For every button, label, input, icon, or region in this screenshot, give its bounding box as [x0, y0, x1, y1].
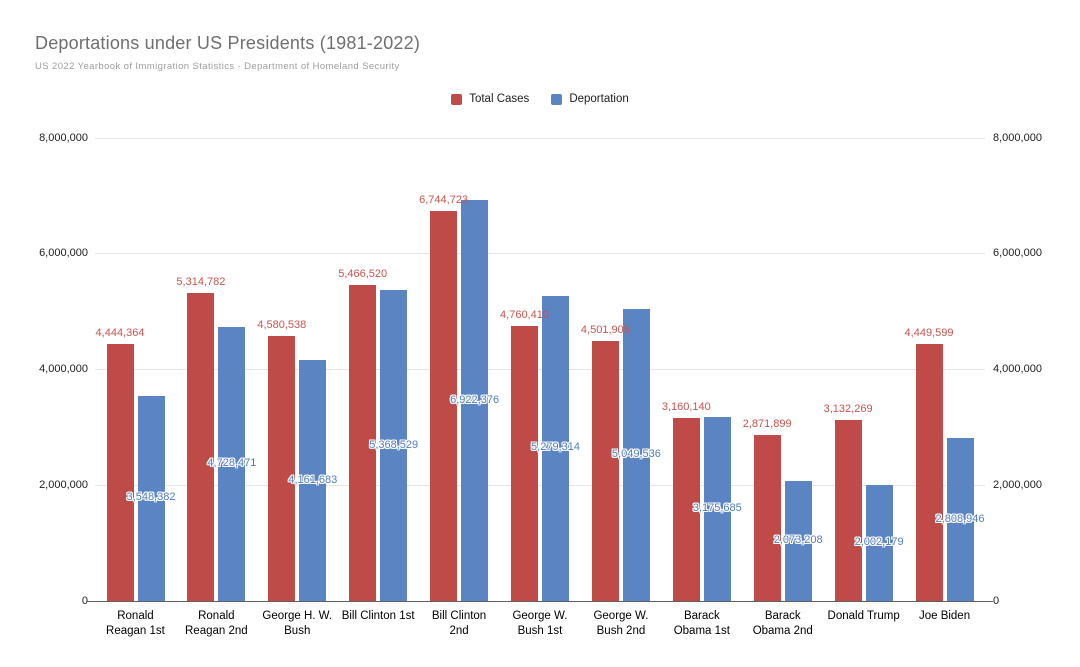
- data-label-total-cases: 3,160,140: [661, 401, 711, 414]
- x-axis-category-label: George W. Bush 2nd: [593, 610, 649, 637]
- bar-total-cases[interactable]: [187, 293, 215, 601]
- x-axis-category-label: Barack Obama 1st: [673, 610, 730, 637]
- data-label-total-cases: 5,314,782: [176, 276, 226, 289]
- legend-swatch-icon: [551, 93, 563, 105]
- bar-deportation[interactable]: [461, 200, 489, 601]
- data-label-deportation: 3,548,382: [126, 491, 176, 504]
- data-label-total-cases: 6,744,723: [419, 193, 469, 206]
- y-axis-left-tick-label: 4,000,000: [39, 363, 88, 375]
- data-label-deportation: 2,073,208: [773, 534, 823, 546]
- y-axis-right-tick-label: 8,000,000: [993, 131, 1042, 144]
- bar-total-cases[interactable]: [349, 284, 377, 601]
- bar-total-cases[interactable]: [915, 343, 943, 601]
- bar-deportation[interactable]: [380, 290, 408, 601]
- chart-title: Deportations under US Presidents (1981-2…: [35, 33, 421, 53]
- bar-deportation[interactable]: [703, 417, 731, 601]
- y-axis-left-tick-label: 8,000,000: [39, 131, 88, 144]
- x-axis-baseline: [87, 600, 993, 602]
- data-label-total-cases: 4,760,410: [500, 308, 549, 321]
- bar-deportation[interactable]: [784, 481, 812, 601]
- x-axis-category-label: Bill Clinton 2nd: [431, 610, 487, 637]
- legend-item-deportation[interactable]: Deportation: [551, 93, 629, 105]
- bar-total-cases[interactable]: [834, 419, 862, 601]
- legend-swatch-icon: [451, 93, 463, 105]
- data-label-deportation: 3,175,685: [692, 502, 742, 515]
- y-axis-left-tick-label: 0: [81, 594, 88, 607]
- bar-total-cases[interactable]: [591, 340, 619, 601]
- bar-deportation[interactable]: [865, 485, 893, 601]
- bar-deportation[interactable]: [542, 295, 569, 601]
- data-label-deportation: 6,922,376: [450, 393, 500, 406]
- y-axis-left-tick-label: 2,000,000: [39, 478, 88, 491]
- bar-deportation[interactable]: [218, 327, 246, 601]
- data-label-total-cases: 4,449,599: [904, 326, 954, 339]
- data-label-deportation: 5,368,529: [369, 438, 419, 451]
- bar-total-cases[interactable]: [753, 434, 781, 601]
- bar-total-cases[interactable]: [268, 335, 296, 601]
- bar-deportation[interactable]: [299, 360, 327, 601]
- bar-deportation[interactable]: [946, 438, 974, 601]
- y-axis-right-tick-label: 4,000,000: [993, 363, 1042, 375]
- data-label-total-cases: 3,132,269: [823, 402, 873, 415]
- y-gridline: [95, 253, 985, 255]
- x-axis-category-label: Ronald Reagan 1st: [106, 610, 165, 637]
- data-label-deportation: 4,161,683: [288, 473, 338, 486]
- bar-deportation[interactable]: [622, 308, 650, 601]
- x-axis-category-label: George H. W. Bush: [262, 610, 333, 637]
- bar-total-cases[interactable]: [430, 210, 458, 601]
- bar-total-cases[interactable]: [672, 418, 700, 601]
- x-axis-category-label: Barack Obama 2nd: [752, 610, 813, 637]
- legend-item-total-cases[interactable]: Total Cases: [451, 93, 529, 105]
- data-label-deportation: 5,049,536: [611, 447, 661, 460]
- y-gridline: [95, 137, 985, 139]
- data-label-total-cases: 4,580,538: [257, 318, 307, 331]
- legend: Total Cases Deportation: [0, 93, 1080, 105]
- data-label-total-cases: 5,466,520: [338, 267, 388, 280]
- data-label-deportation: 2,002,179: [854, 536, 904, 549]
- data-label-deportation: 2,808,946: [935, 512, 985, 525]
- data-label-deportation: 5,279,314: [531, 441, 580, 454]
- legend-label: Total Cases: [469, 93, 530, 105]
- legend-label: Deportation: [569, 93, 629, 105]
- x-axis-category-label: Donald Trump: [827, 610, 900, 622]
- x-axis-category-label: Bill Clinton 1st: [341, 610, 415, 622]
- y-axis-left-tick-label: 6,000,000: [39, 247, 88, 260]
- data-label-total-cases: 4,501,905: [580, 323, 630, 336]
- bar-total-cases[interactable]: [511, 325, 538, 601]
- y-gridline: [95, 369, 985, 370]
- chart-subtitle: US 2022 Yearbook of Immigration Statisti…: [35, 61, 400, 72]
- bar-total-cases[interactable]: [106, 343, 134, 601]
- y-axis-right-tick-label: 2,000,000: [993, 478, 1042, 491]
- y-gridline: [95, 484, 985, 486]
- y-axis-right-tick-label: 6,000,000: [993, 247, 1042, 260]
- data-label-total-cases: 4,444,364: [95, 326, 145, 339]
- data-label-deportation: 4,728,471: [207, 457, 257, 470]
- x-axis-category-label: George W. Bush 1st: [512, 610, 568, 637]
- bar-deportation[interactable]: [137, 395, 165, 601]
- plot-area: 4,444,364 3,548,382 Ronald Reagan 1st 5,314,…: [87, 137, 993, 637]
- x-axis-category-label: Ronald Reagan 2nd: [185, 610, 248, 637]
- y-axis-right-tick-label: 0: [993, 594, 1000, 607]
- data-label-total-cases: 2,871,899: [742, 417, 792, 430]
- x-axis-category-label: Joe Biden: [918, 610, 971, 622]
